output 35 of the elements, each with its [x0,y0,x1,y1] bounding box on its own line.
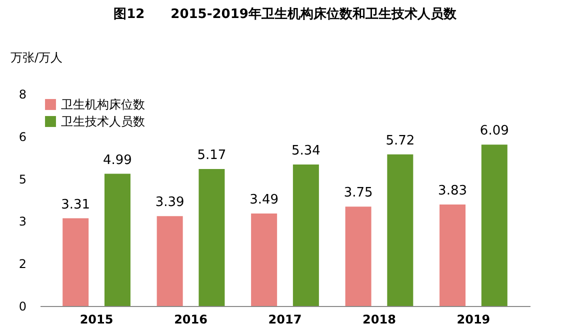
y-tick-label: 2 [18,257,26,272]
chart-title: 图12 2015-2019年卫生机构床位数和卫生技术人员数 [114,6,458,22]
data-label: 5.72 [386,133,415,148]
x-tick-label: 2018 [362,312,396,326]
x-tick-label: 2015 [80,312,114,326]
data-label: 3.31 [61,197,90,212]
bar [62,218,89,306]
data-label: 4.99 [103,152,132,168]
legend-label: 卫生技术人员数 [61,114,145,128]
data-label: 3.75 [344,186,373,201]
y-tick-label: 5 [18,172,26,186]
bar [481,144,508,306]
y-tick-label: 8 [18,88,26,102]
bar [104,174,130,306]
x-tick-label: 2019 [456,312,490,326]
y-tick-label: 3 [18,214,26,229]
data-label: 3.49 [250,192,279,208]
data-label: 3.39 [155,195,184,210]
data-label: 6.09 [480,124,509,139]
data-label: 5.17 [197,148,226,163]
y-axis-title: 万张/万人 [10,50,63,64]
bar [345,206,372,306]
bar [198,168,225,306]
y-tick-label: 0 [18,300,26,314]
x-tick-label: 2017 [268,312,302,326]
x-tick-label: 2016 [174,312,208,326]
legend-label: 卫生机构床位数 [61,98,145,112]
data-label: 3.83 [438,184,467,199]
bar [251,214,278,306]
bar [440,204,466,306]
y-tick-label: 6 [18,130,26,144]
bar [387,154,414,306]
bar [292,164,319,306]
data-label: 5.34 [291,143,320,158]
bar [156,216,183,306]
